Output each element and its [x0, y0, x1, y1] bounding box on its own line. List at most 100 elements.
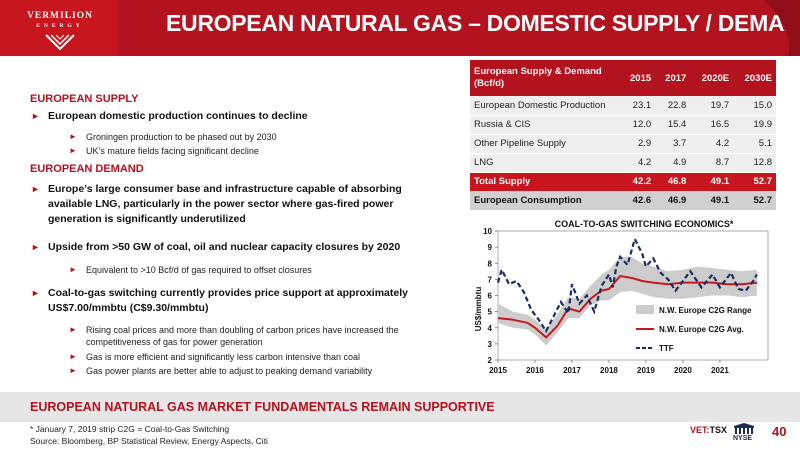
table-cell: 49.1: [690, 191, 734, 210]
legend-label: N.W. Europe C2G Range: [659, 306, 752, 315]
series-line-ttf: [496, 236, 758, 334]
nyse-building-icon: [734, 423, 754, 434]
table-cell: 52.7: [733, 172, 776, 191]
bullet-arrow-icon: ►: [69, 265, 77, 274]
y-tick-label: 6: [488, 292, 493, 301]
table-header-cell: European Supply & Demand (Bcf/d): [470, 60, 620, 96]
x-tick-label: 2017: [563, 366, 581, 375]
table-cell: 4.2: [690, 134, 734, 154]
table-consumption-row: European Consumption 42.6 46.9 49.1 52.7: [470, 191, 776, 210]
x-tick-label: 2018: [600, 366, 618, 375]
chart-plot-area: 2 3 4 5 6 7 8 9 10 2015 2016 2017 2018 2019 2020 2021: [483, 227, 769, 375]
c2g-chart: COAL-TO-GAS SWITCHING ECONOMICS* US$/mmb…: [474, 219, 769, 375]
footnote: * January 7, 2019 strip C2G = Coal-to-Ga…: [30, 424, 230, 434]
table-row: Other Pipeline Supply 2.9 3.7 4.2 5.1: [470, 134, 776, 154]
chart-title: COAL-TO-GAS SWITCHING ECONOMICS*: [555, 219, 734, 229]
table-row: Russia & CIS 12.0 15.4 16.5 19.9: [470, 115, 776, 135]
table-cell: 23.1: [620, 96, 656, 116]
table-cell: 22.8: [655, 96, 691, 116]
demand-bullet: ► Europe’s large consumer base and infra…: [31, 182, 428, 227]
table-cell: 42.2: [620, 172, 656, 191]
table-cell: Russia & CIS: [470, 115, 620, 135]
supply-bullet: ► European domestic production continues…: [31, 109, 428, 124]
table-cell: 19.7: [690, 96, 734, 116]
demand-sub-bullet: ► Gas power plants are better able to ad…: [69, 365, 426, 377]
nyse-label: NYSE: [733, 435, 753, 442]
demand-sub-text: Gas is more efficient and significantly …: [86, 352, 360, 362]
page-number: 40: [772, 424, 787, 439]
supply-sub-text: Groningen production to be phased out by…: [86, 132, 277, 142]
table-total-row: Total Supply 42.2 46.8 49.1 52.7: [470, 172, 776, 191]
nyse-logo: NYSE: [733, 423, 755, 442]
y-tick-label: 8: [488, 259, 493, 268]
demand-sub-text: Equivalent to >10 Bcf/d of gas required …: [86, 265, 312, 275]
table-cell: 46.9: [655, 191, 691, 210]
y-tick-label: 3: [488, 340, 493, 349]
supply-heading: EUROPEAN SUPPLY: [30, 93, 139, 105]
ticker-label: VET:: [690, 425, 710, 435]
demand-bullet: ► Coal-to-gas switching currently provid…: [31, 286, 428, 316]
source-note: Source: Bloomberg, BP Statistical Review…: [30, 436, 268, 446]
bullet-arrow-icon: ►: [31, 111, 40, 121]
table-header-cell: 2030E: [733, 60, 776, 96]
table-cell: 4.9: [655, 153, 691, 173]
demand-sub-text: Gas power plants are better able to adju…: [86, 366, 373, 376]
table-cell: 15.4: [655, 115, 691, 135]
table-cell: 19.9: [733, 115, 776, 135]
table-cell: 12.8: [733, 153, 776, 173]
series-band-c2g-range: [498, 256, 757, 346]
table-cell: 8.7: [690, 153, 734, 173]
bullet-arrow-icon: ►: [31, 184, 40, 194]
table-row: LNG 4.2 4.9 8.7 12.8: [470, 153, 776, 173]
logo-name: VERMILION: [26, 11, 93, 21]
y-tick-label: 9: [488, 243, 493, 252]
page-title: EUROPEAN NATURAL GAS – DOMESTIC SUPPLY /…: [166, 10, 800, 36]
logo-sub: ENERGY: [36, 23, 84, 29]
demand-bullet: ► Upside from >50 GW of coal, oil and nu…: [31, 240, 428, 255]
table-cell: Total Supply: [470, 172, 620, 191]
footer-banner: [0, 392, 800, 422]
table-cell: 2.9: [620, 134, 656, 154]
table-cell: 42.6: [620, 191, 656, 210]
table-cell: 52.7: [733, 191, 776, 210]
bullet-arrow-icon: ►: [31, 288, 40, 298]
table-cell: 16.5: [690, 115, 734, 135]
bullet-arrow-icon: ►: [69, 366, 77, 375]
table-header-row: European Supply & Demand (Bcf/d) 2015 20…: [470, 60, 776, 96]
table-cell: 4.2: [620, 153, 656, 173]
demand-sub-bullet: ► Gas is more efficient and significantl…: [69, 351, 426, 363]
logo-mark-icon: [45, 34, 75, 51]
header-swoosh-decoration: [764, 0, 800, 56]
y-tick-label: 7: [488, 275, 493, 284]
table-cell: 49.1: [690, 172, 734, 191]
table-cell: 15.0: [733, 96, 776, 116]
table-cell: European Domestic Production: [470, 96, 620, 116]
chart-legend: N.W. Europe C2G Range N.W. Europe C2G Avg…: [636, 305, 752, 353]
table-cell: 3.7: [655, 134, 691, 154]
demand-bullet-text: Upside from >50 GW of coal, oil and nucl…: [48, 241, 401, 253]
y-tick-label: 10: [483, 227, 492, 236]
table-cell: 5.1: [733, 134, 776, 154]
x-tick-label: 2016: [526, 366, 544, 375]
table-cell: 12.0: [620, 115, 656, 135]
y-tick-label: 4: [488, 324, 493, 333]
x-tick-label: 2021: [711, 366, 729, 375]
table-cell: Other Pipeline Supply: [470, 134, 620, 154]
table-cell: LNG: [470, 153, 620, 173]
table-header-cell: 2020E: [690, 60, 734, 96]
x-tick-label: 2019: [637, 366, 655, 375]
demand-sub-bullet: ► Rising coal prices and more than doubl…: [69, 324, 426, 348]
demand-bullet-text: Europe’s large consumer base and infrast…: [48, 183, 402, 225]
bullet-arrow-icon: ►: [31, 242, 40, 252]
supply-demand-table: European Supply & Demand (Bcf/d) 2015 20…: [470, 60, 776, 210]
supply-bullet-text: European domestic production continues t…: [48, 110, 308, 122]
y-tick-label: 2: [488, 356, 493, 365]
supply-sub-text: UK’s mature fields facing significant de…: [86, 146, 259, 156]
supply-sub-bullet: ► UK’s mature fields facing significant …: [69, 145, 426, 157]
x-tick-label: 2020: [674, 366, 692, 375]
table-row: European Domestic Production 23.1 22.8 1…: [470, 96, 776, 116]
legend-label: TTF: [659, 344, 674, 353]
demand-sub-text: Rising coal prices and more than doublin…: [86, 325, 399, 347]
supply-sub-bullet: ► Groningen production to be phased out …: [69, 131, 426, 143]
chart-y-axis-label: US$/mmbtu: [474, 287, 483, 332]
